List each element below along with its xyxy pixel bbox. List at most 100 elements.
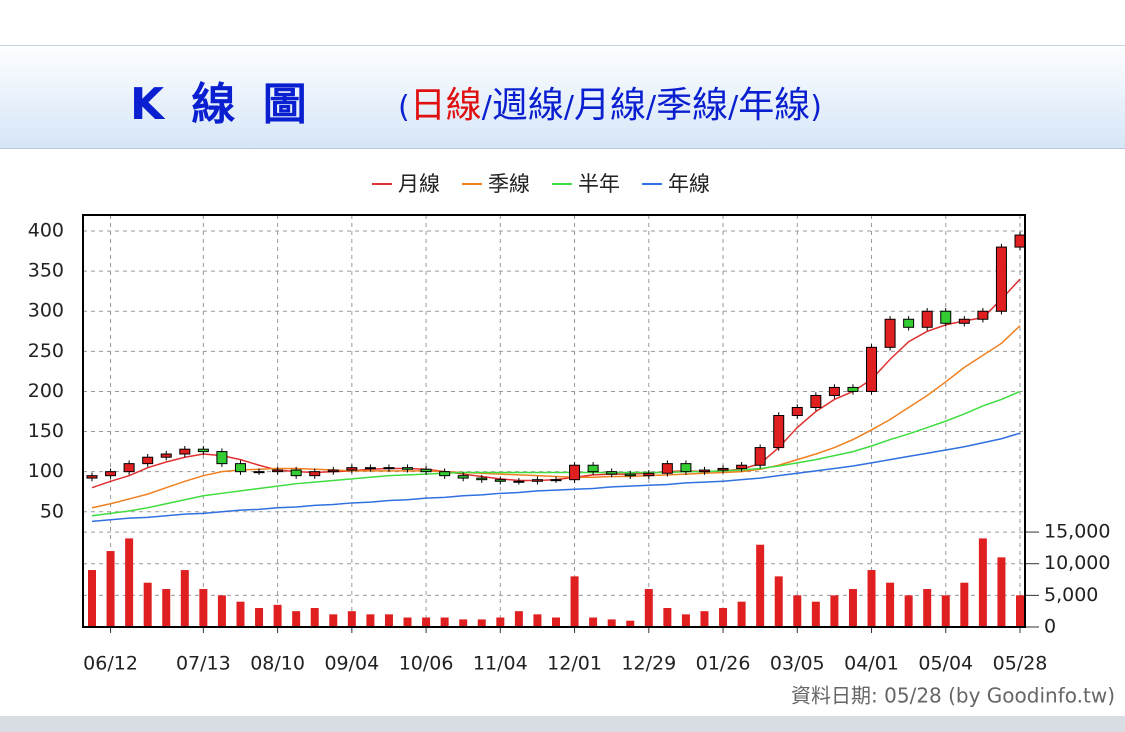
volume-bar xyxy=(923,589,932,627)
volume-bar xyxy=(403,617,412,627)
candle-body xyxy=(624,473,636,477)
header: K 線 圖 (日線/週線/月線/季線/年線) xyxy=(0,45,1125,149)
candle-body xyxy=(513,480,525,483)
paren: ( xyxy=(398,90,410,125)
tab[interactable]: 季線 xyxy=(656,85,729,126)
candle-body xyxy=(866,346,878,392)
volume-bar xyxy=(329,614,338,627)
volume-bar xyxy=(663,608,672,627)
note: 資料日期: 05/28 (by Goodinfo.tw) xyxy=(791,684,1115,708)
candle-body xyxy=(142,456,154,465)
y-tick-label: 100 xyxy=(28,460,64,482)
x-tick-label: 01/26 xyxy=(696,653,751,675)
x-tick-label: 04/01 xyxy=(844,653,899,675)
legend-label: 季線 xyxy=(488,172,530,196)
separator: / xyxy=(645,90,657,125)
volume-bar xyxy=(496,617,505,627)
y-tick-label: 350 xyxy=(28,260,64,282)
volume-bar xyxy=(459,619,468,627)
candle-body xyxy=(105,471,117,477)
volume-bar xyxy=(848,589,857,627)
volume-bar xyxy=(756,544,765,627)
volume-bar xyxy=(440,617,449,627)
candle-body xyxy=(736,464,748,469)
x-tick-label: 08/10 xyxy=(250,653,305,675)
candle-body xyxy=(457,475,469,479)
candle-body xyxy=(698,469,710,473)
y-tick-label: 200 xyxy=(28,380,64,402)
volume-bar xyxy=(867,570,876,627)
tab-bar: (日線/週線/月線/季線/年線) xyxy=(398,76,822,128)
y-tick-label: 400 xyxy=(28,220,64,242)
x-tick-label: 03/05 xyxy=(770,653,825,675)
candle-body xyxy=(773,415,785,449)
x-tick-label: 07/13 xyxy=(176,653,231,675)
candle-body xyxy=(402,467,414,470)
candle-body xyxy=(179,448,191,455)
x-tick-label: 12/01 xyxy=(547,653,602,675)
ma-line xyxy=(91,432,1021,523)
x-tick-label: 05/04 xyxy=(918,653,973,675)
volume-bar xyxy=(514,611,523,627)
chart: 50 100 150 200 250 300 350 400 0 5,000 10,000 15,00… xyxy=(28,172,1115,708)
volume-bar xyxy=(941,595,950,627)
volume-bar xyxy=(978,538,987,627)
volume-bar xyxy=(552,617,560,627)
candle-body xyxy=(680,463,692,473)
volume-bar xyxy=(384,614,393,627)
tab[interactable]: 週線 xyxy=(491,85,564,126)
candle-body xyxy=(234,463,246,473)
candle-body xyxy=(86,475,98,479)
tab[interactable]: 日線 xyxy=(409,85,482,126)
volume-bar xyxy=(255,608,264,627)
volume-bar xyxy=(811,601,820,627)
volume-bar xyxy=(88,570,96,627)
candle-body xyxy=(977,310,989,320)
ma-line xyxy=(91,325,1021,509)
candle-body xyxy=(160,453,172,458)
legend-label: 半年 xyxy=(578,172,620,196)
separator: / xyxy=(563,90,574,125)
volume-bar xyxy=(477,619,486,627)
volume-bar xyxy=(644,589,653,627)
volume-bar xyxy=(162,589,171,627)
volume-bar xyxy=(310,608,319,627)
volume-bar xyxy=(904,595,913,627)
legend-label: 月線 xyxy=(398,172,440,196)
candle-body xyxy=(272,469,284,473)
candle-body xyxy=(754,447,766,466)
volume-bar xyxy=(700,611,709,627)
x-tick-label: 06/12 xyxy=(83,653,138,675)
volume-bar xyxy=(570,576,579,627)
x-tick-label: 10/06 xyxy=(399,653,454,675)
separator: / xyxy=(481,90,492,125)
y-tick-label: 300 xyxy=(28,300,64,322)
volume-bar xyxy=(737,601,746,627)
candle-body xyxy=(383,467,395,470)
footer-bar xyxy=(0,716,1125,732)
candle-body xyxy=(643,472,655,477)
candle-body xyxy=(439,471,451,477)
candle-body xyxy=(606,471,618,475)
candle-body xyxy=(847,386,859,392)
y-tick-label: 150 xyxy=(28,420,64,442)
volume-bar xyxy=(199,589,208,627)
candle-body xyxy=(921,310,933,328)
volume-bar xyxy=(347,611,356,627)
candle-body xyxy=(661,463,673,474)
y-tick-label: 50 xyxy=(40,500,64,522)
volume-bar xyxy=(180,570,189,627)
candle-body xyxy=(791,406,803,417)
candle-body xyxy=(309,471,321,477)
volume-bar xyxy=(217,595,226,627)
candle-body xyxy=(903,318,915,328)
volume-bar xyxy=(589,617,598,627)
candle-body xyxy=(531,479,543,482)
volume-bar xyxy=(143,582,152,627)
volume-bar xyxy=(997,557,1006,627)
y2-tick-label: 10,000 xyxy=(1044,552,1110,574)
title: K 線 圖 xyxy=(130,79,313,130)
tab[interactable]: 年線 xyxy=(738,85,811,126)
tab[interactable]: 月線 xyxy=(573,85,646,126)
